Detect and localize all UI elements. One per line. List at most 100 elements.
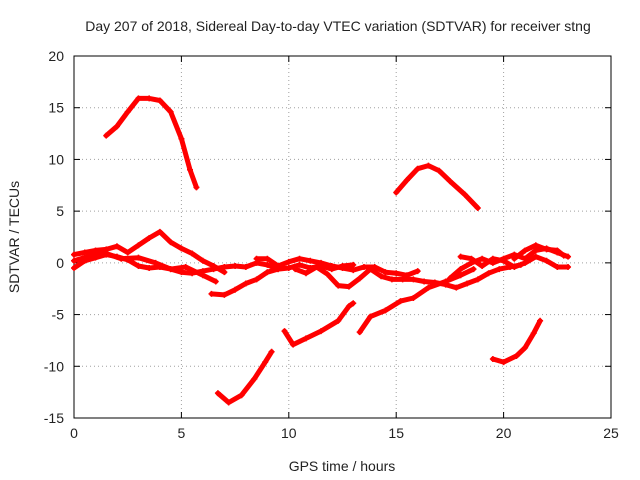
x-tick-label: 25	[603, 425, 619, 441]
data-point	[118, 255, 125, 262]
data-point	[156, 228, 163, 235]
data-point	[225, 399, 232, 406]
y-tick-label: 5	[56, 203, 64, 219]
y-tick-label: -5	[52, 307, 65, 323]
data-point	[485, 270, 492, 277]
series-arc-low-2	[282, 300, 356, 348]
data-point	[135, 254, 142, 261]
data-point	[403, 177, 410, 184]
data-point	[71, 257, 77, 264]
data-point	[410, 276, 417, 283]
data-point	[360, 263, 367, 270]
y-tick-label: 10	[48, 151, 64, 167]
data-point	[199, 272, 206, 279]
data-point	[113, 243, 120, 250]
data-point	[275, 262, 282, 269]
data-point	[302, 270, 309, 277]
data-point	[178, 245, 185, 252]
data-point	[565, 263, 572, 270]
data-point	[167, 266, 174, 273]
data-point	[350, 300, 357, 307]
data-point	[446, 275, 453, 282]
data-point	[124, 249, 131, 256]
data-point	[414, 165, 421, 172]
data-point	[339, 265, 346, 272]
data-point	[103, 250, 110, 257]
plot-frame	[73, 55, 612, 419]
data-point	[253, 255, 260, 262]
data-point	[457, 272, 464, 279]
data-point	[221, 263, 228, 270]
data-point	[124, 108, 131, 115]
data-point	[186, 166, 193, 173]
series-arc-mid-3	[71, 251, 219, 284]
data-point	[532, 253, 539, 260]
data-point	[532, 247, 539, 254]
data-point	[560, 252, 567, 259]
data-point	[356, 275, 363, 282]
y-tick-label: -10	[44, 358, 64, 374]
data-point	[296, 261, 303, 268]
x-tick-label: 5	[178, 425, 186, 441]
series-arc-mid-5	[254, 256, 421, 278]
data-point	[479, 262, 486, 269]
data-point	[146, 235, 153, 242]
data-point	[264, 269, 271, 276]
data-point	[103, 132, 110, 139]
data-point	[221, 291, 228, 298]
data-point	[356, 329, 363, 336]
data-point	[221, 269, 228, 276]
data-point	[167, 108, 174, 115]
data-point	[522, 344, 529, 351]
y-tick-label: 20	[48, 48, 64, 64]
data-point	[285, 265, 292, 272]
data-point	[189, 250, 196, 257]
data-point	[302, 335, 309, 342]
data-point	[461, 191, 468, 198]
x-axis-label: GPS time / hours	[289, 458, 396, 474]
data-point	[146, 95, 153, 102]
x-tick-label: 10	[281, 425, 297, 441]
data-point	[178, 135, 185, 142]
data-point	[264, 261, 271, 268]
data-point	[210, 262, 217, 269]
data-point	[292, 266, 299, 273]
data-point	[113, 123, 120, 130]
data-point	[500, 257, 507, 264]
data-point	[436, 167, 443, 174]
x-tick-label: 0	[70, 425, 78, 441]
data-point	[328, 262, 335, 269]
data-point	[393, 270, 400, 277]
data-point	[335, 317, 342, 324]
data-point	[253, 276, 260, 283]
data-point	[296, 255, 303, 262]
data-point	[457, 253, 464, 260]
data-point	[489, 356, 496, 363]
data-point	[318, 259, 325, 266]
y-axis: -15 -10 -5 0 5 10 15 20	[44, 48, 611, 426]
data-series	[71, 95, 572, 406]
y-tick-label: -15	[44, 410, 64, 426]
data-point	[382, 307, 389, 314]
data-point	[71, 265, 77, 272]
data-point	[367, 313, 374, 320]
data-point	[156, 97, 163, 104]
data-point	[397, 298, 404, 305]
data-point	[232, 262, 239, 269]
series-arc-mid-9	[511, 242, 567, 262]
data-point	[399, 276, 406, 283]
y-axis-label: SDTVAR / TECUs	[6, 181, 22, 293]
data-point	[135, 262, 142, 269]
x-axis: 0 5 10 15 20 25	[70, 56, 619, 441]
data-point	[532, 242, 539, 249]
data-point	[242, 280, 249, 287]
data-point	[513, 352, 520, 359]
data-point	[496, 266, 503, 273]
data-point	[313, 263, 320, 270]
data-point	[511, 263, 518, 270]
data-point	[554, 263, 561, 270]
data-point	[345, 303, 352, 310]
data-point	[522, 247, 529, 254]
data-point	[135, 242, 142, 249]
data-point	[446, 178, 453, 185]
